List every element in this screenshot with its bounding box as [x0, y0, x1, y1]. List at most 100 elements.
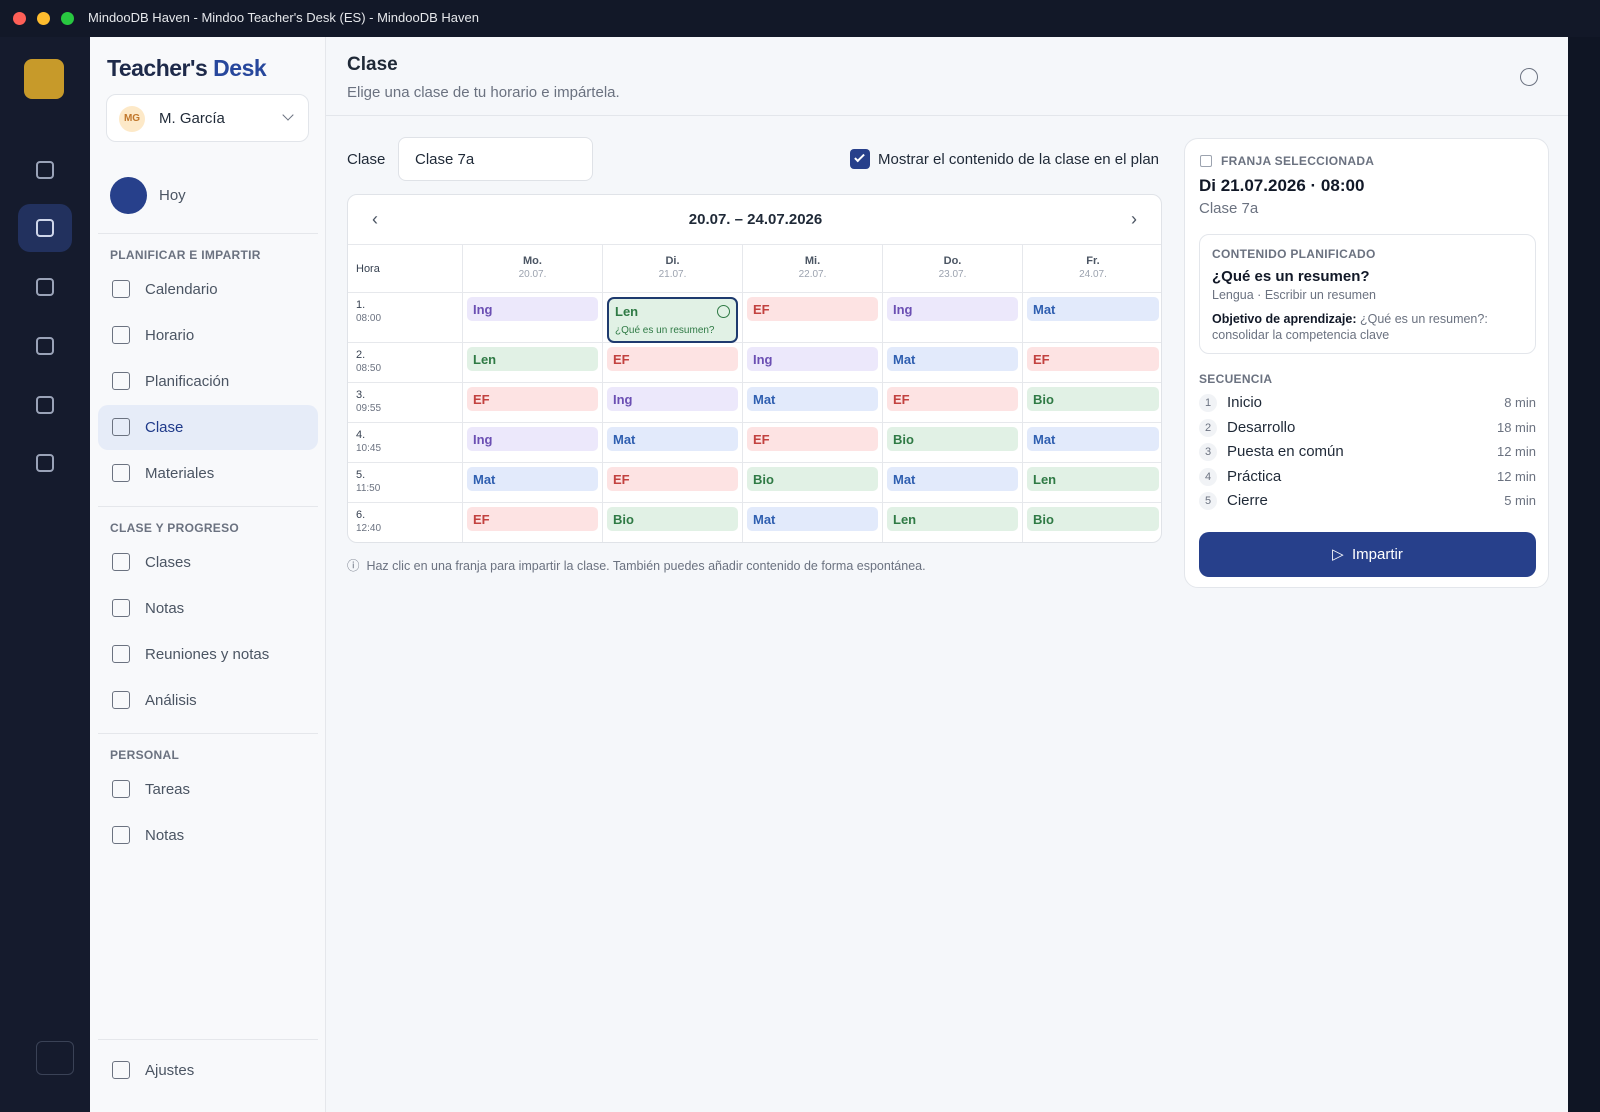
- prev-week[interactable]: ‹: [372, 209, 378, 229]
- slot: Ing: [743, 343, 883, 382]
- nav-item[interactable]: Notas: [98, 586, 318, 631]
- lesson-chip[interactable]: Len: [1027, 467, 1159, 491]
- lesson-chip[interactable]: Bio: [1027, 387, 1159, 411]
- done-icon: [717, 305, 730, 318]
- lesson-chip[interactable]: Ing: [467, 297, 598, 321]
- period: 5. 11:50: [348, 463, 463, 502]
- lesson-chip[interactable]: Len ¿Qué es un resumen?: [607, 297, 738, 343]
- lesson-chip[interactable]: Ing: [467, 427, 598, 451]
- period-row: 5. 11:50 Mat EF Bio Mat Len: [348, 463, 1161, 503]
- rail-database[interactable]: [36, 396, 54, 414]
- nav-icon: [112, 372, 130, 390]
- main: Clase Elige una clase de tu horario e im…: [326, 37, 1568, 1112]
- header-row: Hora Mo. 20.07. Di. 21.07. Mi. 22.07. Do. 23.07.…: [348, 245, 1161, 293]
- nav-item[interactable]: Clases: [98, 540, 318, 585]
- lesson-chip[interactable]: Bio: [887, 427, 1018, 451]
- zoom-button[interactable]: [61, 12, 74, 25]
- nav-icon: [112, 691, 130, 709]
- period-row: 2. 08:50 Len EF Ing Mat EF: [348, 343, 1161, 383]
- lesson-chip[interactable]: EF: [607, 467, 738, 491]
- slot: Len: [463, 343, 603, 382]
- rail-scan[interactable]: [36, 337, 54, 355]
- calendar-icon: [1200, 155, 1212, 167]
- period: 2. 08:50: [348, 343, 463, 382]
- nav-label: Ajustes: [145, 1062, 195, 1079]
- nav-label: Clases: [145, 554, 191, 571]
- lesson-chip[interactable]: Mat: [747, 507, 878, 531]
- nav-item[interactable]: Horario: [98, 313, 318, 358]
- slot: Len: [883, 503, 1023, 542]
- period-row: 3. 09:55 EF Ing Mat EF Bio: [348, 383, 1161, 423]
- section-title: CLASE Y PROGRESO: [110, 521, 240, 535]
- minimize-button[interactable]: [37, 12, 50, 25]
- sequence-step: 3 Puesta en común 12 min: [1199, 441, 1536, 465]
- nav-item[interactable]: Análisis: [98, 678, 318, 723]
- lesson-chip[interactable]: Mat: [1027, 297, 1159, 321]
- slot: Bio: [603, 503, 743, 542]
- class-select[interactable]: Clase 7a: [398, 137, 593, 181]
- rail-settings[interactable]: [36, 454, 54, 472]
- lesson-chip[interactable]: Ing: [607, 387, 738, 411]
- lesson-chip[interactable]: Bio: [607, 507, 738, 531]
- next-week[interactable]: ›: [1131, 209, 1137, 229]
- nav-item[interactable]: Materiales: [98, 451, 318, 496]
- nav-label: Materiales: [145, 465, 215, 482]
- nav-item[interactable]: Reuniones y notas: [98, 632, 318, 677]
- lesson-chip[interactable]: Mat: [747, 387, 878, 411]
- rail-dashboard[interactable]: [36, 161, 54, 179]
- day-date: 20.07.: [518, 269, 547, 280]
- lesson-chip[interactable]: Bio: [747, 467, 878, 491]
- lesson-chip[interactable]: Mat: [1027, 427, 1159, 451]
- show-content-checkbox[interactable]: [850, 149, 870, 169]
- slot: Mat: [603, 423, 743, 462]
- lesson-subject: Mat: [753, 392, 776, 407]
- help-button[interactable]: [1520, 68, 1538, 86]
- lesson-subject: Len: [1033, 472, 1057, 487]
- lesson-chip[interactable]: Ing: [887, 297, 1018, 321]
- slot: Mat: [883, 343, 1023, 382]
- rail-teach[interactable]: [36, 219, 54, 237]
- lesson-chip[interactable]: EF: [467, 507, 598, 531]
- lesson-chip[interactable]: EF: [1027, 347, 1159, 371]
- period: 3. 09:55: [348, 383, 463, 422]
- lesson-chip[interactable]: Len: [887, 507, 1018, 531]
- rail-toggle[interactable]: [36, 1041, 74, 1075]
- lesson-chip[interactable]: EF: [607, 347, 738, 371]
- user-switcher[interactable]: MG M. García: [106, 94, 309, 142]
- start-button[interactable]: ▷ Impartir: [1199, 532, 1536, 577]
- nav-item[interactable]: Calendario: [98, 267, 318, 312]
- lesson-chip[interactable]: EF: [747, 427, 878, 451]
- day-name: Do.: [943, 255, 962, 267]
- settings-link[interactable]: Ajustes: [98, 1048, 318, 1093]
- lesson-chip[interactable]: Len: [467, 347, 598, 371]
- lesson-chip[interactable]: EF: [467, 387, 598, 411]
- today-link[interactable]: Hoy: [159, 187, 186, 204]
- rail-sync[interactable]: [36, 278, 54, 296]
- nav-item[interactable]: Tareas: [98, 767, 318, 812]
- slot: Mat: [743, 503, 883, 542]
- period-time: 08:50: [356, 363, 382, 374]
- brand: Teacher's Desk: [107, 55, 267, 82]
- lesson-subject: Bio: [613, 512, 634, 527]
- nav-item[interactable]: Clase: [98, 405, 318, 450]
- lesson-chip[interactable]: Ing: [747, 347, 878, 371]
- lesson-chip[interactable]: Mat: [607, 427, 738, 451]
- settings-area: Ajustes: [98, 1039, 318, 1094]
- lesson-chip[interactable]: Mat: [467, 467, 598, 491]
- show-content-label[interactable]: Mostrar el contenido de la clase en el p…: [878, 151, 1160, 168]
- lesson-chip[interactable]: Mat: [887, 467, 1018, 491]
- lesson-chip[interactable]: EF: [887, 387, 1018, 411]
- day-date: 23.07.: [938, 269, 967, 280]
- lesson-chip[interactable]: Mat: [887, 347, 1018, 371]
- nav-item[interactable]: Planificación: [98, 359, 318, 404]
- close-button[interactable]: [13, 12, 26, 25]
- lesson-chip[interactable]: Bio: [1027, 507, 1159, 531]
- step-name: Puesta en común: [1227, 443, 1344, 460]
- slot: EF: [463, 383, 603, 422]
- nav-item[interactable]: Notas: [98, 813, 318, 858]
- lesson-chip[interactable]: EF: [747, 297, 878, 321]
- period-row: 4. 10:45 Ing Mat EF Bio Mat: [348, 423, 1161, 463]
- chevron: [282, 109, 294, 121]
- section-title: PERSONAL: [110, 748, 180, 762]
